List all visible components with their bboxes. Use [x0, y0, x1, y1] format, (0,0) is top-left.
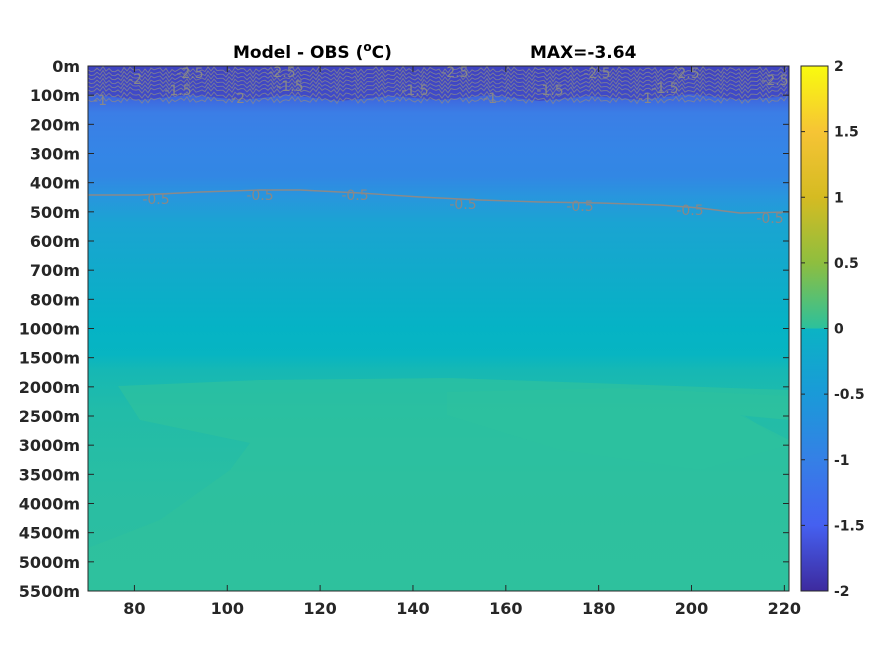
contour-label: -2	[128, 72, 142, 88]
x-tick-label: 80	[123, 599, 145, 618]
contour-label: -1	[93, 93, 107, 109]
contour-labels: -2 -2.5 -2.5-1.5 -1.5-2-2.5-1.5-2.5-1.5-2.5…	[93, 65, 789, 227]
y-tick-label: 300m	[30, 145, 80, 164]
x-axis: 80 100 120 140 160 180 200 220	[123, 66, 801, 618]
contour-line-surface	[88, 95, 788, 105]
y-tick-label: 800m	[30, 290, 80, 309]
surface-noise-band	[88, 66, 789, 101]
contour-label: -1	[638, 91, 652, 107]
x-tick-label: 220	[768, 599, 801, 618]
deep-teal-tongue	[447, 388, 789, 470]
contour-label: -0.5	[142, 192, 169, 208]
y-tick-label: 100m	[30, 86, 80, 105]
y-tick-label: 0m	[52, 57, 80, 76]
chart-title: Model - OBS (oC)	[233, 40, 392, 63]
y-tick-label: 4500m	[19, 524, 80, 543]
x-tick-label: 200	[675, 599, 708, 618]
contour-label: -2.5	[268, 65, 295, 81]
contour-label: -2.5	[441, 65, 468, 81]
y-tick-label: 500m	[30, 203, 80, 222]
colorbar-tick-label: 0.5	[834, 256, 859, 272]
contour-label: -1.5	[276, 79, 303, 95]
contour-label: -1.5	[401, 83, 428, 99]
x-tick-label: 180	[582, 599, 615, 618]
contour-line-surface	[88, 77, 788, 87]
colorbar-tick-label: 2	[834, 59, 844, 75]
contour-line-surface	[88, 90, 788, 100]
plot-area: -2 -2.5 -2.5-1.5 -1.5-2-2.5-1.5-2.5-1.5-2.5…	[88, 65, 789, 591]
contour-label: -0.5	[676, 203, 703, 219]
contour-label: -2.5	[672, 66, 699, 82]
contour-label: -2.5	[176, 66, 203, 82]
contour-label: -0.5	[566, 199, 593, 215]
y-tick-label: 2500m	[19, 407, 80, 426]
contour-label: -2	[231, 91, 245, 107]
colorbar-tick-label: 1.5	[834, 125, 859, 141]
contour-line-surface	[88, 69, 788, 79]
colorbar-tick-label: 0	[834, 322, 844, 338]
contour-label: -0.5	[449, 197, 476, 213]
contour-label: -1	[483, 91, 497, 107]
contour-label: -2.5	[583, 66, 610, 82]
contour-line-minus-0-5	[88, 189, 789, 214]
colorbar-tick-label: -1.5	[834, 518, 865, 534]
contour-label: -0.5	[246, 188, 273, 204]
y-tick-label: 3000m	[19, 436, 80, 455]
y-tick-label: 200m	[30, 115, 80, 134]
contour-label: -1.5	[164, 83, 191, 99]
contour-lines	[88, 66, 789, 214]
title-superscript: o	[363, 40, 371, 54]
max-label: MAX=-3.64	[530, 43, 637, 63]
colorbar-tick-label: 1	[834, 190, 844, 206]
contour-label: -0.5	[756, 211, 783, 227]
colorbar-tick-label: -0.5	[834, 387, 865, 403]
contour-label: -2.5	[761, 73, 788, 89]
colorbar-tick-label: -1	[834, 453, 850, 469]
y-tick-label: 2000m	[19, 378, 80, 397]
contour-label: -0.5	[341, 188, 368, 204]
y-axis: 0m 100m 200m 300m 400m 500m 600m 700m 800m 1000m 1…	[19, 57, 789, 601]
colorbar-ticks: 2 1.5 1 0.5 0 -0.5 -1 -1.5 -2	[801, 59, 865, 600]
contour-label: -1.5	[651, 81, 678, 97]
contour-line-surface	[88, 66, 788, 75]
x-tick-label: 140	[396, 599, 429, 618]
contour-line-surface	[88, 85, 788, 95]
x-tick-label: 160	[489, 599, 522, 618]
y-tick-label: 700m	[30, 261, 80, 280]
x-tick-label: 120	[303, 599, 336, 618]
y-tick-label: 1500m	[19, 349, 80, 368]
colorbar-tick-label: -2	[834, 584, 850, 600]
y-tick-label: 1000m	[19, 320, 80, 339]
contour-line-surface	[88, 81, 788, 91]
contour-line-surface	[88, 73, 788, 83]
x-tick-label: 100	[211, 599, 244, 618]
y-tick-label: 5000m	[19, 553, 80, 572]
contour-label: -1.5	[536, 83, 563, 99]
y-tick-label: 5500m	[19, 582, 80, 601]
y-tick-label: 400m	[30, 174, 80, 193]
y-tick-label: 600m	[30, 232, 80, 251]
colorbar	[800, 65, 829, 592]
y-tick-label: 3500m	[19, 465, 80, 484]
y-tick-label: 4000m	[19, 495, 80, 514]
